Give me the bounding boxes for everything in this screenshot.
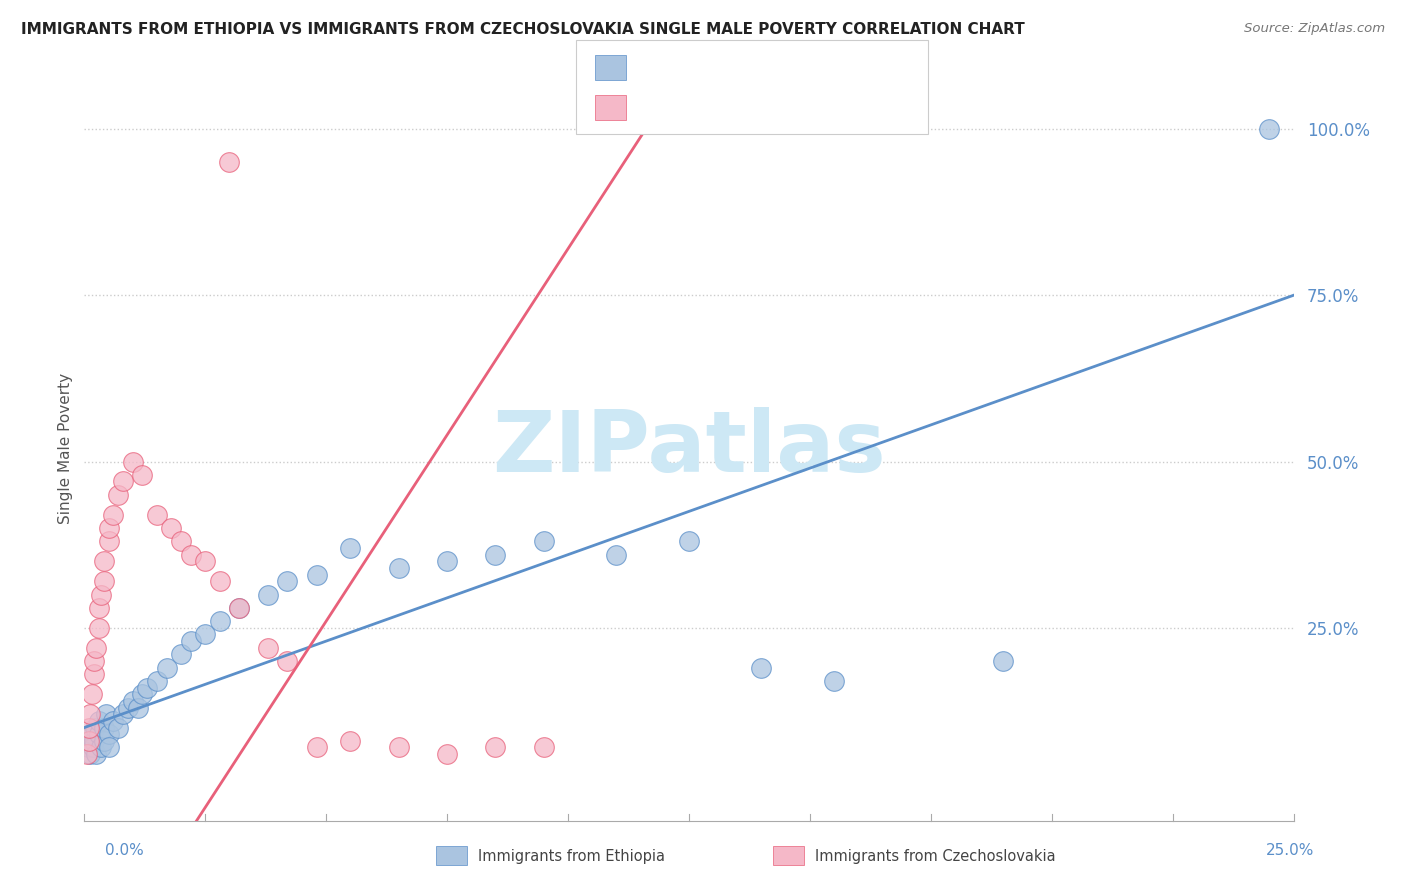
- Point: [121, 454, 143, 468]
- Point: [97, 521, 120, 535]
- Point: [80, 687, 103, 701]
- Text: 0.724: 0.724: [676, 56, 730, 74]
- Point: [194, 554, 217, 568]
- Point: [94, 707, 117, 722]
- Point: [103, 714, 125, 728]
- Point: [533, 740, 555, 755]
- Point: [305, 567, 328, 582]
- Point: [228, 600, 250, 615]
- Point: [257, 588, 280, 602]
- Point: [86, 747, 108, 761]
- Point: [77, 740, 100, 755]
- Point: [93, 721, 115, 735]
- Point: [155, 661, 177, 675]
- Point: [87, 621, 110, 635]
- Point: [218, 155, 240, 169]
- Point: [90, 588, 112, 602]
- Text: IMMIGRANTS FROM ETHIOPIA VS IMMIGRANTS FROM CZECHOSLOVAKIA SINGLE MALE POVERTY C: IMMIGRANTS FROM ETHIOPIA VS IMMIGRANTS F…: [21, 22, 1025, 37]
- Point: [339, 541, 361, 555]
- Point: [117, 700, 139, 714]
- Point: [107, 488, 129, 502]
- Point: [112, 475, 135, 489]
- Point: [388, 740, 411, 755]
- Point: [83, 734, 105, 748]
- Y-axis label: Single Male Poverty: Single Male Poverty: [58, 373, 73, 524]
- Point: [97, 740, 120, 755]
- Point: [146, 508, 169, 522]
- Point: [121, 694, 143, 708]
- Point: [77, 734, 100, 748]
- Text: Source: ZipAtlas.com: Source: ZipAtlas.com: [1244, 22, 1385, 36]
- Text: ZIPatlas: ZIPatlas: [492, 407, 886, 490]
- Point: [1258, 122, 1281, 136]
- Point: [180, 548, 202, 562]
- Point: [103, 508, 125, 522]
- Point: [484, 740, 506, 755]
- Point: [146, 673, 169, 688]
- Point: [93, 574, 115, 589]
- Point: [79, 747, 101, 761]
- Text: 36: 36: [789, 95, 811, 113]
- Text: Immigrants from Ethiopia: Immigrants from Ethiopia: [478, 849, 665, 864]
- Text: 0.0%: 0.0%: [105, 843, 145, 857]
- Point: [484, 548, 506, 562]
- Point: [107, 721, 129, 735]
- Point: [83, 667, 105, 681]
- Point: [82, 740, 104, 755]
- Point: [257, 640, 280, 655]
- Text: 25.0%: 25.0%: [1267, 843, 1315, 857]
- Point: [77, 721, 100, 735]
- Point: [77, 734, 100, 748]
- Point: [97, 534, 120, 549]
- Point: [93, 554, 115, 568]
- Point: [305, 740, 328, 755]
- Point: [80, 727, 103, 741]
- Text: 45: 45: [789, 56, 811, 74]
- Point: [228, 600, 250, 615]
- Point: [136, 681, 159, 695]
- Point: [823, 673, 845, 688]
- Point: [993, 654, 1015, 668]
- Point: [86, 640, 108, 655]
- Point: [436, 554, 458, 568]
- Point: [87, 727, 110, 741]
- Point: [93, 734, 115, 748]
- Point: [90, 740, 112, 755]
- Point: [84, 721, 107, 735]
- Point: [208, 574, 231, 589]
- Point: [170, 534, 193, 549]
- Point: [160, 521, 183, 535]
- Text: Immigrants from Czechoslovakia: Immigrants from Czechoslovakia: [815, 849, 1056, 864]
- Point: [76, 747, 98, 761]
- Point: [276, 654, 298, 668]
- Point: [131, 687, 153, 701]
- Point: [605, 548, 627, 562]
- Point: [678, 534, 700, 549]
- Point: [87, 600, 110, 615]
- Point: [533, 534, 555, 549]
- Point: [339, 734, 361, 748]
- Point: [87, 714, 110, 728]
- Point: [127, 700, 149, 714]
- Point: [131, 467, 153, 482]
- Point: [180, 634, 202, 648]
- Point: [83, 654, 105, 668]
- Text: R =: R =: [637, 56, 673, 74]
- Text: N =: N =: [749, 95, 786, 113]
- Point: [751, 661, 773, 675]
- Point: [436, 747, 458, 761]
- Point: [194, 627, 217, 641]
- Point: [79, 707, 101, 722]
- Point: [170, 648, 193, 662]
- Text: R =: R =: [637, 95, 673, 113]
- Point: [208, 614, 231, 628]
- Point: [388, 561, 411, 575]
- Point: [112, 707, 135, 722]
- Point: [97, 727, 120, 741]
- Point: [276, 574, 298, 589]
- Text: 0.699: 0.699: [676, 95, 728, 113]
- Text: N =: N =: [749, 56, 786, 74]
